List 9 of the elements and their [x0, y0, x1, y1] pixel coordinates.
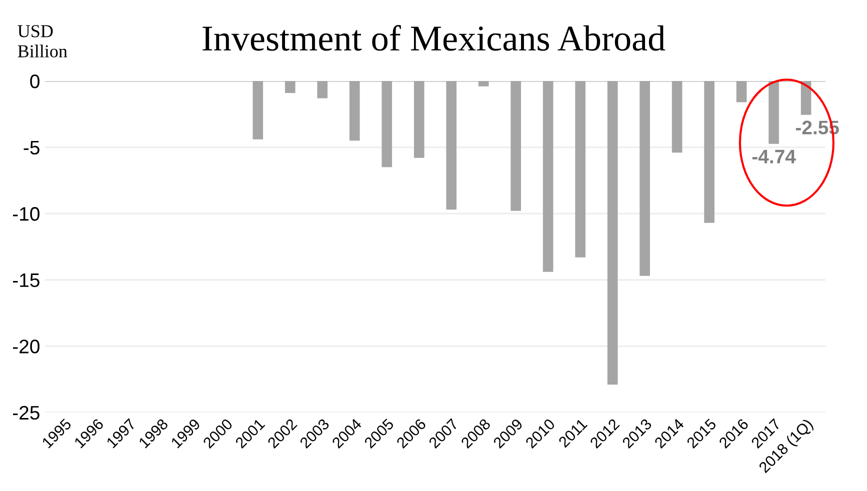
- y-tick-label: 0: [30, 74, 40, 88]
- chart-title: Investment of Mexicans Abroad: [202, 24, 666, 51]
- y-tick-label: -10: [12, 207, 40, 221]
- y-tick-label: -15: [12, 274, 40, 288]
- y-tick-label: -20: [12, 340, 40, 354]
- data-label: -4.74: [752, 150, 796, 164]
- y-axis-title: USD Billion: [18, 25, 68, 58]
- y-tick-label: -5: [24, 140, 40, 155]
- y-tick-label: -25: [12, 406, 40, 420]
